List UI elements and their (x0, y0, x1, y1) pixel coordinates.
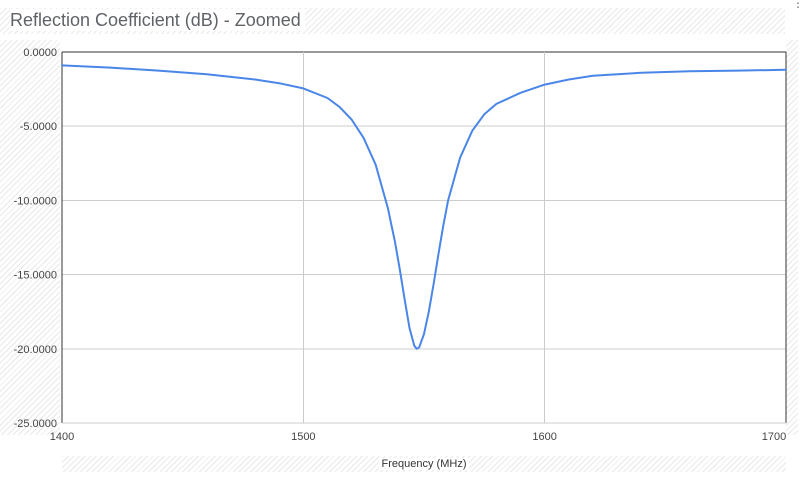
tick-labels: 0.0000 -5.0000 -10.0000 -15.0000 -20.0000 -25… (14, 47, 787, 443)
series-lines (61, 64, 787, 350)
series-line (61, 64, 787, 350)
y-tick-label: -25.0000 (14, 418, 57, 430)
x-tick-label: 1400 (50, 431, 74, 443)
x-tick-label: 1600 (532, 431, 556, 443)
y-tick-label: -5.0000 (20, 121, 57, 133)
right-band (786, 40, 798, 435)
y-tick-label: 0.0000 (23, 47, 57, 59)
y-axis-band (0, 40, 60, 435)
x-axis-label: Frequency (MHz) (0, 458, 800, 471)
grid (61, 51, 787, 424)
chart-title: Reflection Coefficient (dB) - Zoomed (10, 9, 305, 31)
x-tick-label: 1700 (762, 431, 786, 443)
plot-area (62, 52, 786, 423)
x-tick-label: 1500 (291, 431, 315, 443)
y-tick-label: -15.0000 (14, 270, 57, 282)
x-axis-label-text: Frequency (MHz) (378, 458, 470, 470)
y-tick-label: -20.0000 (14, 344, 57, 356)
y-tick-label: -10.0000 (14, 195, 57, 207)
more-vert-icon[interactable]: ⋮ (792, 0, 800, 10)
